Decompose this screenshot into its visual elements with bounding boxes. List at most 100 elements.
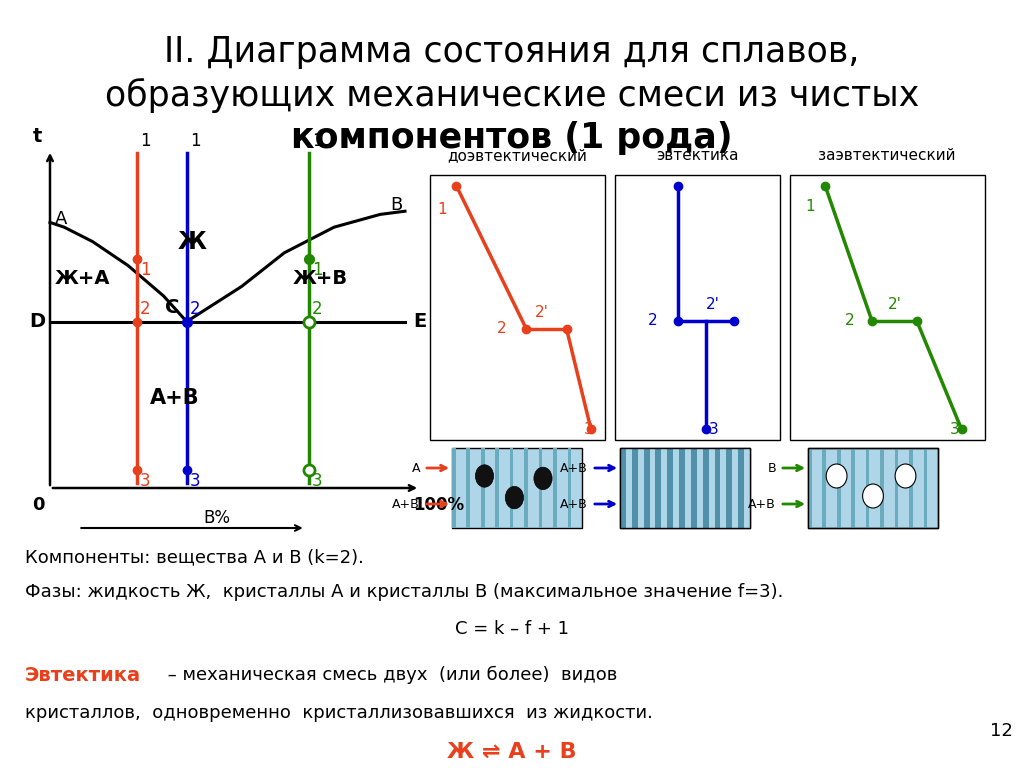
- Text: В: В: [767, 462, 776, 475]
- Text: D: D: [29, 312, 45, 331]
- Bar: [673, 448, 679, 528]
- Text: 3: 3: [189, 472, 201, 491]
- Text: C: C: [165, 298, 179, 316]
- Text: 3: 3: [312, 472, 323, 491]
- Text: 2: 2: [140, 300, 151, 318]
- Bar: [721, 448, 726, 528]
- Text: 2: 2: [312, 300, 323, 318]
- Text: А: А: [412, 462, 420, 475]
- Ellipse shape: [505, 486, 523, 509]
- Bar: [732, 448, 738, 528]
- Bar: [430, 175, 605, 440]
- Bar: [620, 448, 750, 528]
- Text: t: t: [33, 127, 42, 146]
- Bar: [481, 448, 484, 528]
- Text: Компоненты: вещества А и В (k=2).: Компоненты: вещества А и В (k=2).: [25, 548, 364, 566]
- Bar: [865, 448, 869, 528]
- Text: E: E: [413, 312, 426, 331]
- Text: А+В: А+В: [560, 498, 588, 511]
- Bar: [808, 448, 938, 528]
- Text: 2': 2': [706, 297, 720, 313]
- Bar: [553, 448, 557, 528]
- Bar: [539, 448, 543, 528]
- Text: доэвтектический: доэвтектический: [447, 148, 587, 163]
- Bar: [567, 448, 571, 528]
- Bar: [626, 448, 632, 528]
- Bar: [895, 448, 898, 528]
- Bar: [668, 448, 673, 528]
- Bar: [715, 448, 721, 528]
- Text: 3: 3: [950, 422, 959, 437]
- Text: 1: 1: [140, 261, 151, 280]
- Text: образующих механические смеси из чистых: образующих механические смеси из чистых: [104, 78, 920, 113]
- Text: Фазы: жидкость Ж,  кристаллы А и кристаллы В (максимальное значение f=3).: Фазы: жидкость Ж, кристаллы А и кристалл…: [25, 583, 783, 601]
- Bar: [662, 448, 668, 528]
- Bar: [691, 448, 696, 528]
- Text: А+В: А+В: [150, 389, 199, 409]
- Bar: [685, 448, 691, 528]
- Text: 1: 1: [140, 132, 151, 150]
- Text: В: В: [390, 196, 402, 214]
- Text: Ж+А: Ж+А: [54, 269, 110, 288]
- Text: 1: 1: [437, 202, 446, 217]
- Bar: [696, 448, 702, 528]
- Text: 0: 0: [33, 496, 45, 514]
- Bar: [649, 448, 655, 528]
- Text: 2': 2': [535, 306, 549, 320]
- Text: 1: 1: [189, 132, 201, 150]
- Text: – механическая смесь двух  (или более)  видов: – механическая смесь двух (или более) ви…: [162, 666, 617, 684]
- Bar: [851, 448, 855, 528]
- Text: А+В: А+В: [560, 462, 588, 475]
- Ellipse shape: [895, 464, 915, 488]
- Text: 12: 12: [990, 722, 1013, 740]
- Text: В%: В%: [204, 509, 230, 527]
- Bar: [822, 448, 826, 528]
- Text: заэвтектический: заэвтектический: [818, 148, 955, 163]
- Text: А: А: [55, 210, 68, 228]
- Bar: [615, 175, 780, 440]
- Text: 3: 3: [584, 422, 594, 437]
- Text: 1: 1: [312, 261, 323, 280]
- Bar: [467, 448, 470, 528]
- Bar: [620, 448, 750, 528]
- Text: 1: 1: [806, 200, 815, 214]
- Bar: [510, 448, 513, 528]
- Text: Ж ⇌ А + В: Ж ⇌ А + В: [447, 742, 577, 762]
- Bar: [496, 448, 499, 528]
- Text: 3: 3: [140, 472, 151, 491]
- Bar: [790, 175, 985, 440]
- Text: 100%: 100%: [413, 496, 464, 514]
- Text: А+В: А+В: [392, 498, 420, 511]
- Bar: [644, 448, 649, 528]
- Bar: [808, 448, 812, 528]
- Bar: [837, 448, 841, 528]
- Bar: [744, 448, 750, 528]
- Text: компонентов (1 рода): компонентов (1 рода): [291, 121, 733, 155]
- Ellipse shape: [826, 464, 847, 488]
- Bar: [909, 448, 912, 528]
- Bar: [638, 448, 644, 528]
- Bar: [881, 448, 884, 528]
- Ellipse shape: [475, 465, 494, 487]
- Bar: [524, 448, 527, 528]
- Text: 2: 2: [845, 313, 854, 328]
- Text: Ж+В: Ж+В: [292, 269, 347, 288]
- Text: эвтектика: эвтектика: [655, 148, 738, 163]
- Text: 2: 2: [497, 321, 506, 336]
- Text: II. Диаграмма состояния для сплавов,: II. Диаграмма состояния для сплавов,: [164, 35, 860, 69]
- Bar: [702, 448, 709, 528]
- Text: 2': 2': [888, 297, 901, 313]
- Bar: [620, 448, 626, 528]
- Bar: [632, 448, 638, 528]
- Bar: [655, 448, 662, 528]
- Ellipse shape: [862, 484, 884, 508]
- Text: 1: 1: [312, 132, 323, 150]
- Bar: [924, 448, 927, 528]
- Bar: [679, 448, 685, 528]
- Bar: [726, 448, 732, 528]
- Text: 2: 2: [648, 313, 657, 328]
- Text: Ж: Ж: [177, 230, 207, 253]
- Bar: [808, 448, 938, 528]
- Text: Эвтектика: Эвтектика: [25, 666, 141, 685]
- Text: С = k – f + 1: С = k – f + 1: [455, 620, 569, 638]
